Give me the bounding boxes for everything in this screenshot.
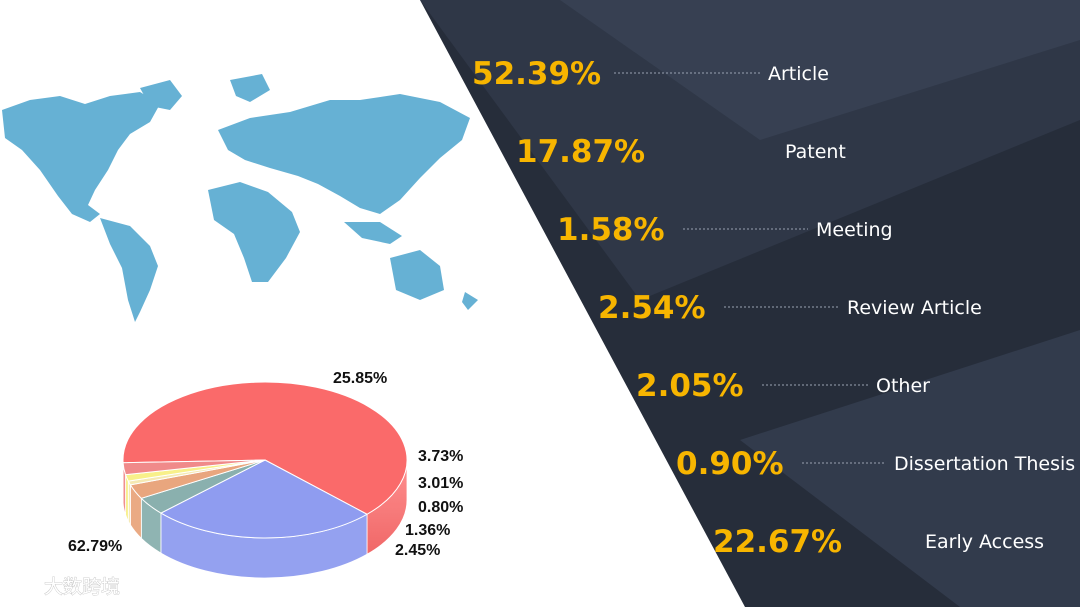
category-label: Other [876, 375, 930, 397]
pie-data-label: 62.79% [68, 538, 122, 555]
category-label: Dissertation Thesis [894, 453, 1075, 475]
pie-slice [159, 459, 369, 539]
category-percentage: 1.58% [557, 212, 665, 248]
category-percentage: 17.87% [516, 134, 645, 170]
category-label: Review Article [847, 297, 982, 319]
pie-data-label: 3.01% [418, 475, 463, 492]
category-label: Patent [785, 141, 846, 163]
category-label: Early Access [925, 531, 1044, 553]
panel-facet-3 [560, 0, 1080, 140]
pie-data-label: 0.80% [418, 499, 463, 516]
watermark-text: 大数跨境 [44, 576, 120, 598]
world-map-icon [2, 74, 478, 322]
pie-slice-side [125, 474, 129, 522]
category-list: 52.39% Article 17.87% Patent 1.58% Meeting 2.5… [472, 56, 1075, 560]
category-percentage: 0.90% [676, 446, 784, 482]
pie-slice [122, 459, 266, 476]
pie-data-label: 2.45% [395, 542, 440, 559]
watermark: 大数跨境 [12, 573, 120, 598]
category-percentage: 52.39% [472, 56, 601, 92]
category-percentage: 2.54% [598, 290, 706, 326]
category-label: Article [768, 63, 829, 85]
pie-slice [122, 381, 408, 515]
watermark-logo-icon [12, 573, 36, 597]
category-label: Meeting [816, 219, 893, 241]
category-percentage: 2.05% [636, 368, 744, 404]
pie-data-label: 1.36% [405, 522, 450, 539]
pie-data-label: 3.73% [418, 448, 463, 465]
pie-data-label: 25.85% [333, 370, 387, 387]
panel-facet-2 [740, 330, 1080, 607]
category-percentage: 22.67% [713, 524, 842, 560]
pie-chart: 62.79% 25.85% 3.73% 3.01% 0.80% 1.36% 2.45% [68, 370, 463, 579]
